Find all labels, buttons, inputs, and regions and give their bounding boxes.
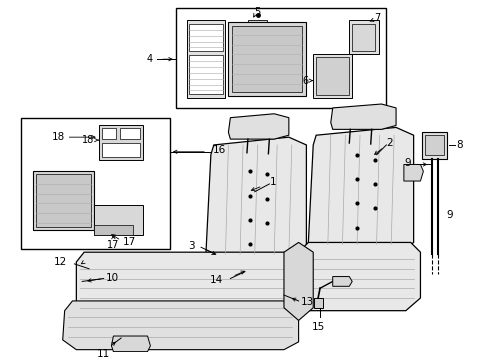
Polygon shape bbox=[351, 24, 374, 51]
Text: 18: 18 bbox=[81, 135, 94, 145]
Text: 5: 5 bbox=[254, 8, 260, 17]
Polygon shape bbox=[120, 129, 140, 139]
Polygon shape bbox=[189, 24, 222, 51]
Text: 12: 12 bbox=[53, 257, 66, 267]
Polygon shape bbox=[99, 126, 142, 159]
Polygon shape bbox=[308, 127, 413, 252]
Text: 9: 9 bbox=[403, 158, 410, 167]
Polygon shape bbox=[228, 114, 288, 139]
Text: 4: 4 bbox=[146, 54, 152, 64]
Text: 17: 17 bbox=[107, 240, 120, 251]
Text: 7: 7 bbox=[374, 13, 380, 23]
Polygon shape bbox=[228, 22, 306, 96]
Polygon shape bbox=[186, 20, 225, 98]
Polygon shape bbox=[425, 135, 443, 155]
Text: 10: 10 bbox=[105, 273, 119, 283]
Polygon shape bbox=[348, 20, 378, 54]
Bar bbox=[21, 118, 170, 249]
Text: 14: 14 bbox=[209, 275, 222, 285]
Polygon shape bbox=[330, 104, 395, 129]
Polygon shape bbox=[94, 225, 133, 235]
Text: 9: 9 bbox=[446, 210, 452, 220]
Polygon shape bbox=[284, 242, 313, 320]
Polygon shape bbox=[205, 137, 306, 262]
Polygon shape bbox=[76, 252, 293, 320]
Polygon shape bbox=[33, 171, 94, 230]
Text: 16: 16 bbox=[212, 145, 225, 155]
Polygon shape bbox=[296, 242, 420, 311]
Bar bbox=[175, 9, 386, 108]
Text: 17: 17 bbox=[123, 238, 136, 247]
Text: 11: 11 bbox=[97, 349, 110, 359]
Polygon shape bbox=[316, 57, 348, 95]
Text: 1: 1 bbox=[269, 177, 275, 187]
Text: 18: 18 bbox=[51, 132, 64, 142]
Polygon shape bbox=[94, 206, 142, 235]
Polygon shape bbox=[36, 174, 91, 227]
Text: 6: 6 bbox=[302, 76, 308, 86]
Text: 3: 3 bbox=[187, 241, 194, 251]
Polygon shape bbox=[422, 132, 446, 159]
Text: 2: 2 bbox=[386, 138, 392, 148]
Text: 13: 13 bbox=[300, 297, 313, 307]
Polygon shape bbox=[332, 276, 351, 286]
Polygon shape bbox=[314, 298, 322, 308]
Polygon shape bbox=[232, 26, 302, 92]
Polygon shape bbox=[189, 55, 222, 94]
Polygon shape bbox=[102, 129, 116, 139]
Polygon shape bbox=[62, 301, 298, 350]
Polygon shape bbox=[313, 54, 351, 98]
Polygon shape bbox=[102, 143, 140, 157]
Polygon shape bbox=[111, 336, 150, 352]
Polygon shape bbox=[247, 20, 267, 38]
Text: 8: 8 bbox=[456, 140, 462, 150]
Text: 15: 15 bbox=[311, 322, 324, 332]
Polygon shape bbox=[403, 165, 423, 181]
